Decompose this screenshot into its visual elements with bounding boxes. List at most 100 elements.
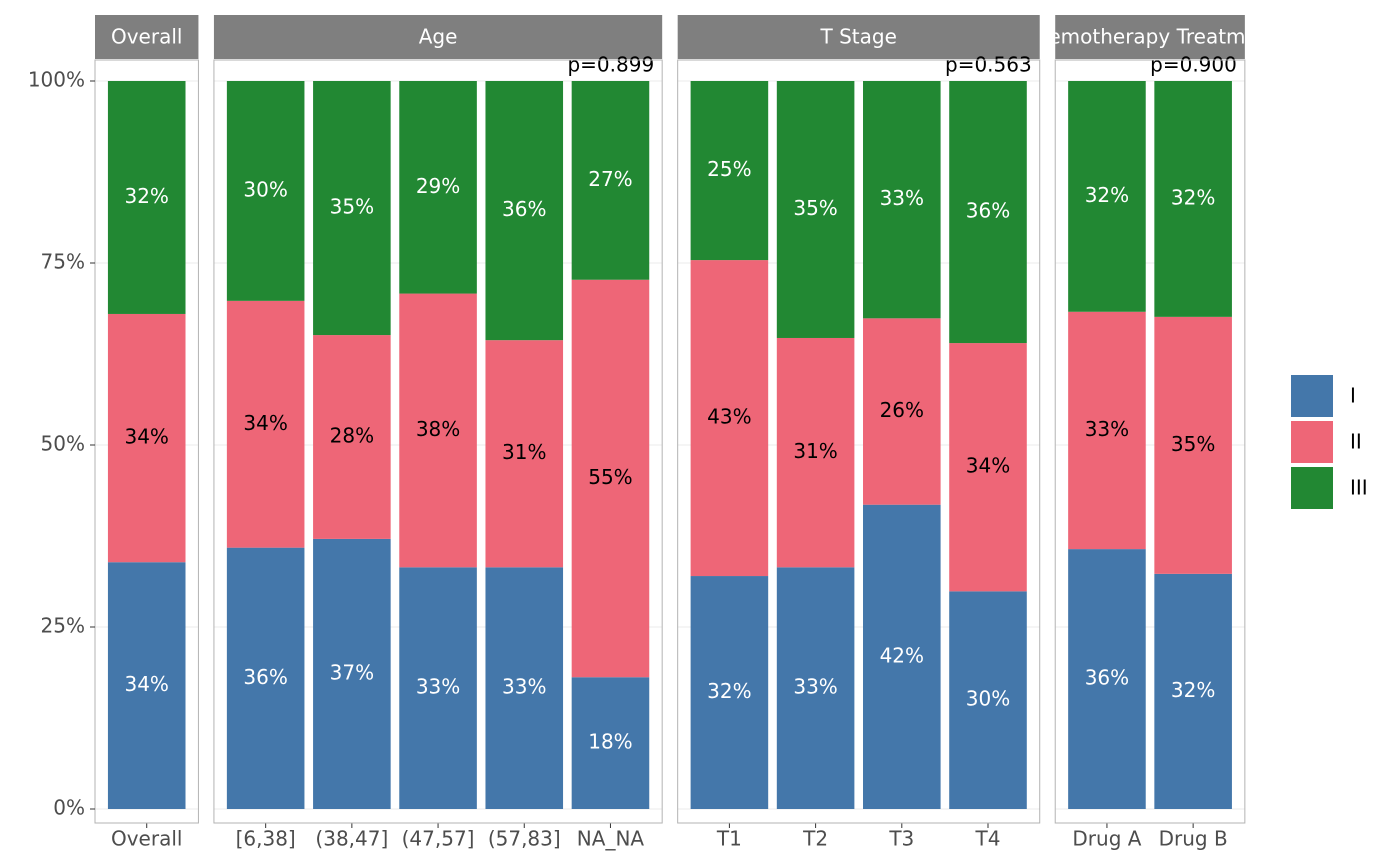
bar-segment — [1068, 81, 1146, 312]
value-label: 33% — [416, 675, 460, 699]
legend-label: III — [1350, 476, 1368, 500]
value-label: 33% — [880, 186, 924, 210]
bar-segment — [226, 300, 305, 548]
bar-segment — [1068, 311, 1146, 550]
value-label: 28% — [330, 423, 374, 447]
value-label: 31% — [502, 440, 546, 464]
bar-segment — [863, 81, 941, 319]
value-label: 30% — [966, 687, 1010, 711]
x-tick-label: T2 — [802, 827, 828, 851]
value-label: 36% — [966, 199, 1010, 223]
facet-title: Age — [419, 25, 458, 49]
bar-segment — [1154, 316, 1232, 574]
facet-strip — [1055, 15, 1245, 59]
bar-segment — [1154, 81, 1232, 317]
bar-segment — [690, 260, 769, 577]
value-label: 34% — [124, 425, 168, 449]
bar-segment — [313, 538, 391, 809]
x-tick-label: T4 — [975, 827, 1001, 851]
value-label: 36% — [243, 665, 287, 689]
y-tick-label: 0% — [53, 796, 85, 820]
p-value: p=0.900 — [1150, 53, 1237, 77]
panel-border — [94, 59, 199, 824]
bar-segment — [1154, 573, 1232, 809]
value-label: 32% — [1085, 183, 1129, 207]
x-tick-label: Drug A — [1072, 827, 1141, 851]
bar-segment — [863, 504, 941, 809]
bar-segment — [863, 318, 941, 505]
bar-segment — [107, 81, 186, 314]
bar-segment — [776, 337, 855, 568]
value-label: 32% — [1171, 678, 1215, 702]
value-label: 35% — [330, 195, 374, 219]
bar-segment — [776, 81, 855, 338]
value-label: 38% — [416, 417, 460, 441]
bar-segment — [485, 567, 564, 809]
bar-segment — [226, 81, 305, 301]
y-tick-label: 100% — [28, 68, 85, 92]
x-tick-label: NA_NA — [577, 827, 645, 851]
panel-border — [213, 59, 663, 824]
value-label: 37% — [330, 660, 374, 684]
value-label: 32% — [1171, 185, 1215, 209]
bar-segment — [485, 340, 564, 568]
bar-segment — [949, 81, 1027, 344]
y-tick-label: 75% — [41, 250, 85, 274]
value-label: 27% — [588, 167, 632, 191]
panel-border — [1054, 59, 1246, 824]
value-label: 36% — [502, 197, 546, 221]
value-label: 18% — [588, 730, 632, 754]
facet-strip — [95, 15, 199, 59]
value-label: 26% — [880, 398, 924, 422]
bar-segment — [399, 567, 477, 809]
value-label: 34% — [124, 672, 168, 696]
bar-segment — [226, 547, 305, 809]
value-label: 55% — [588, 465, 632, 489]
facet-strip — [213, 15, 663, 59]
bar-segment — [399, 81, 477, 294]
legend-key — [1291, 467, 1333, 509]
x-tick-label: (57,83] — [488, 827, 561, 851]
bar-segment — [776, 567, 855, 809]
bar-segment — [571, 279, 650, 678]
bar-segment — [690, 81, 769, 261]
bar-segment — [485, 81, 564, 341]
bar-segment — [1068, 549, 1146, 809]
value-label: 29% — [416, 174, 460, 198]
x-tick-label: T3 — [888, 827, 914, 851]
value-label: 35% — [793, 196, 837, 220]
x-tick-label: T1 — [716, 827, 742, 851]
p-value: p=0.563 — [945, 53, 1032, 77]
value-label: 34% — [243, 411, 287, 435]
value-label: 31% — [793, 439, 837, 463]
y-tick-label: 25% — [41, 614, 85, 638]
bar-segment — [107, 313, 186, 563]
y-tick-label: 50% — [41, 432, 85, 456]
value-label: 34% — [966, 454, 1010, 478]
value-label: 43% — [707, 405, 751, 429]
value-label: 33% — [502, 675, 546, 699]
bar-segment — [571, 81, 650, 280]
x-tick-label: Drug B — [1159, 827, 1228, 851]
value-label: 33% — [1085, 417, 1129, 441]
value-label: 33% — [793, 675, 837, 699]
value-label: 32% — [124, 184, 168, 208]
bar-segment — [399, 293, 477, 568]
bar-segment — [690, 576, 769, 809]
facet-strip — [677, 15, 1040, 59]
bar-segment — [949, 343, 1027, 592]
x-tick-label: (47,57] — [402, 827, 475, 851]
value-label: 42% — [880, 643, 924, 667]
legend-label: I — [1350, 384, 1356, 408]
x-tick-label: Overall — [111, 827, 182, 851]
legend-label: II — [1350, 430, 1362, 454]
legend-key — [1291, 375, 1333, 417]
bar-segment — [949, 591, 1027, 809]
facet-title: Chemotherapy Treatment — [1022, 25, 1279, 49]
value-label: 32% — [707, 679, 751, 703]
legend-key — [1291, 421, 1333, 463]
bar-segment — [313, 335, 391, 539]
value-label: 25% — [707, 157, 751, 181]
